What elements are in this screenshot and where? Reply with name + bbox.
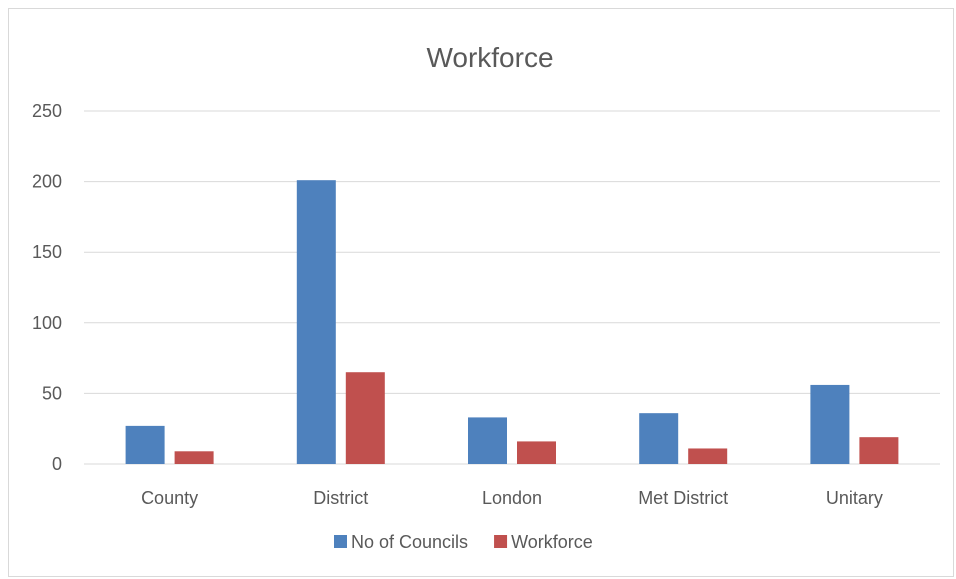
- x-tick-label: District: [313, 488, 368, 508]
- x-tick-label: London: [482, 488, 542, 508]
- legend-label: No of Councils: [351, 532, 468, 552]
- bar-workforce-london: [517, 441, 556, 464]
- bar-workforce-county: [174, 451, 214, 464]
- chart-title: Workforce: [426, 42, 553, 73]
- y-tick-label: 250: [32, 101, 62, 121]
- legend-label: Workforce: [511, 532, 593, 552]
- y-tick-label: 100: [32, 313, 62, 333]
- bars: [125, 180, 899, 465]
- y-tick-label: 50: [42, 383, 62, 403]
- bar-no-of-councils-district: [296, 180, 336, 465]
- legend: No of Councils Workforce: [334, 532, 593, 552]
- y-tick-label: 150: [32, 242, 62, 262]
- legend-swatch: [494, 535, 508, 548]
- legend-swatch: [334, 535, 347, 548]
- y-tick-label: 200: [32, 172, 62, 192]
- bar-no-of-councils-met-district: [639, 413, 679, 464]
- x-axis-ticks: County District London Met District Unitary: [141, 488, 883, 508]
- chart-frame: [8, 8, 954, 577]
- bar-workforce-unitary: [859, 437, 899, 464]
- bar-workforce-met-district: [688, 448, 728, 464]
- bar-workforce-district: [345, 372, 385, 464]
- x-tick-label: Unitary: [826, 488, 883, 508]
- x-tick-label: Met District: [638, 488, 728, 508]
- x-tick-label: County: [141, 488, 198, 508]
- bar-no-of-councils-london: [468, 417, 507, 464]
- y-tick-label: 0: [52, 454, 62, 474]
- bar-no-of-councils-county: [125, 425, 165, 464]
- bar-no-of-councils-unitary: [810, 384, 850, 464]
- gridlines: [84, 110, 940, 465]
- y-axis-ticks: 0 50 100 150 200 250: [32, 101, 62, 474]
